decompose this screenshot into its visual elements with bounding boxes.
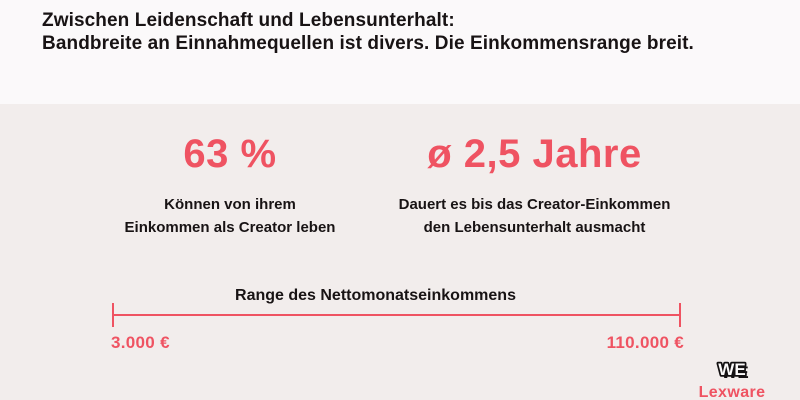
page-title: Zwischen Leidenschaft und Lebensunterhal…: [42, 9, 694, 55]
stat-duration-caption: Dauert es bis das Creator-Einkommen den …: [372, 193, 697, 239]
range-max-value: 110.000 €: [606, 333, 684, 352]
stat-percentage-caption: Können von ihrem Einkommen als Creator l…: [55, 193, 405, 239]
svg-text:WE: WE: [721, 363, 748, 382]
stat-duration-caption-line-2: den Lebensunterhalt ausmacht: [423, 219, 646, 236]
we-bubble-icon: WE WE: [717, 358, 749, 382]
income-range-label: Range des Nettomonatseinkommens: [235, 287, 516, 304]
stat-percentage-caption-line-1: Können von ihrem: [164, 196, 296, 213]
range-min-value: 3.000 €: [111, 333, 170, 352]
range-tick-min: [112, 303, 114, 327]
stat-percentage: 63 % Können von ihrem Einkommen als Crea…: [55, 133, 405, 239]
stat-duration-value: ø 2,5 Jahre: [427, 132, 642, 176]
range-tick-max: [679, 303, 681, 327]
stat-duration-caption-line-1: Dauert es bis das Creator-Einkommen: [398, 196, 671, 213]
headline-line-2: Bandbreite an Einnahmequellen ist divers…: [42, 33, 694, 54]
header-band: Zwischen Leidenschaft und Lebensunterhal…: [0, 0, 800, 104]
svg-text:WE: WE: [718, 360, 745, 379]
stat-percentage-value: 63 %: [183, 132, 277, 176]
stat-duration: ø 2,5 Jahre Dauert es bis das Creator-Ei…: [372, 133, 697, 239]
lexware-logo: WE WE Lexware: [680, 357, 784, 400]
lexware-wordmark: Lexware: [698, 384, 766, 400]
stat-percentage-caption-line-2: Einkommen als Creator leben: [124, 219, 336, 236]
headline-line-1: Zwischen Leidenschaft und Lebensunterhal…: [42, 10, 455, 31]
income-range-axis: [112, 303, 681, 327]
income-range-values: 3.000 € 110.000 €: [111, 333, 684, 353]
